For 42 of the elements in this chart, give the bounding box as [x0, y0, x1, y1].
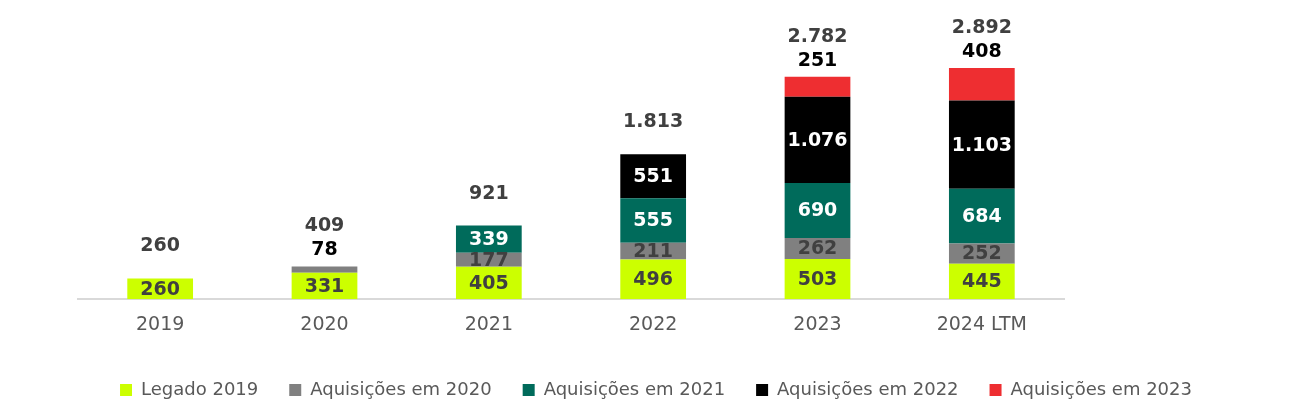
legend-label: Aquisições em 2021 [543, 377, 726, 399]
data-label: 408 [962, 38, 1002, 61]
data-label: 251 [797, 47, 838, 70]
data-label: 496 [633, 267, 673, 290]
data-label: 690 [797, 198, 838, 221]
total-label: 2.782 [787, 23, 848, 46]
legend-label: Aquisições em 2023 [1010, 377, 1192, 399]
total-label: 921 [469, 180, 509, 203]
data-label: 405 [469, 270, 509, 293]
total-label: 260 [140, 233, 180, 256]
bar [784, 76, 851, 97]
x-tick-label: 2022 [628, 311, 678, 334]
x-tick-label: 2024 LTM [936, 311, 1028, 334]
data-label: 503 [797, 267, 838, 290]
total-label: 409 [304, 213, 345, 236]
data-label: 211 [633, 239, 673, 262]
data-label: 339 [469, 227, 509, 250]
bar [291, 266, 358, 273]
x-tick-label: 2020 [300, 311, 349, 334]
total-label: 1.813 [623, 109, 684, 132]
x-tick-label: 2021 [464, 311, 514, 334]
bar [948, 100, 1015, 189]
data-label: 331 [304, 273, 345, 296]
legend-label: Aquisições em 2020 [310, 377, 492, 399]
data-label: 684 [962, 204, 1002, 227]
data-label: 177 [469, 247, 509, 270]
data-label: 551 [633, 164, 673, 187]
data-label: 260 [140, 276, 180, 299]
bar [784, 96, 851, 183]
data-label: 445 [962, 269, 1002, 292]
legend-label: Aquisições em 2022 [777, 377, 959, 399]
data-label: 555 [633, 208, 673, 231]
data-label: 78 [311, 237, 338, 260]
x-tick-label: 2023 [793, 311, 842, 334]
data-label: 1.076 [787, 127, 848, 150]
bar [948, 68, 1015, 101]
data-label: 252 [962, 241, 1002, 264]
legend-label: Legado 2019 [141, 377, 259, 399]
data-label: 1.103 [951, 132, 1012, 155]
total-label: 2.892 [951, 14, 1012, 37]
data-label: 262 [797, 236, 838, 259]
x-tick-label: 2019 [135, 311, 185, 334]
